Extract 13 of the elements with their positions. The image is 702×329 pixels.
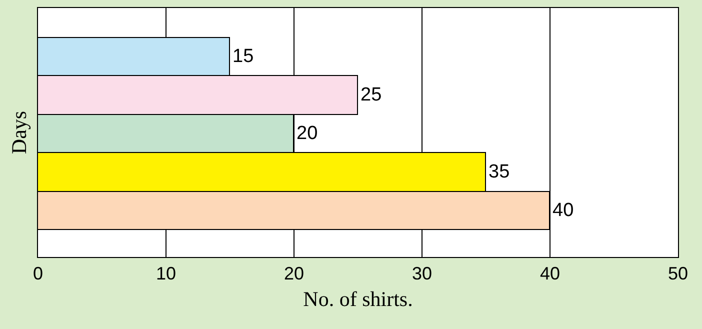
data-label: 20 bbox=[296, 123, 318, 144]
x-tick-label: 0 bbox=[32, 264, 44, 284]
data-label: 35 bbox=[488, 162, 510, 182]
x-tick-label: 20 bbox=[284, 264, 304, 284]
data-label: 40 bbox=[552, 200, 574, 221]
x-axis-title: No. of shirts. bbox=[303, 286, 413, 311]
x-tick-label: 40 bbox=[540, 264, 560, 284]
x-tick-label: 50 bbox=[668, 264, 688, 284]
y-axis-title: Days bbox=[7, 110, 32, 154]
x-tick-label: 30 bbox=[412, 264, 432, 284]
x-tick-label: 10 bbox=[156, 264, 176, 284]
data-label: 15 bbox=[232, 46, 254, 67]
data-label: 25 bbox=[360, 84, 382, 106]
